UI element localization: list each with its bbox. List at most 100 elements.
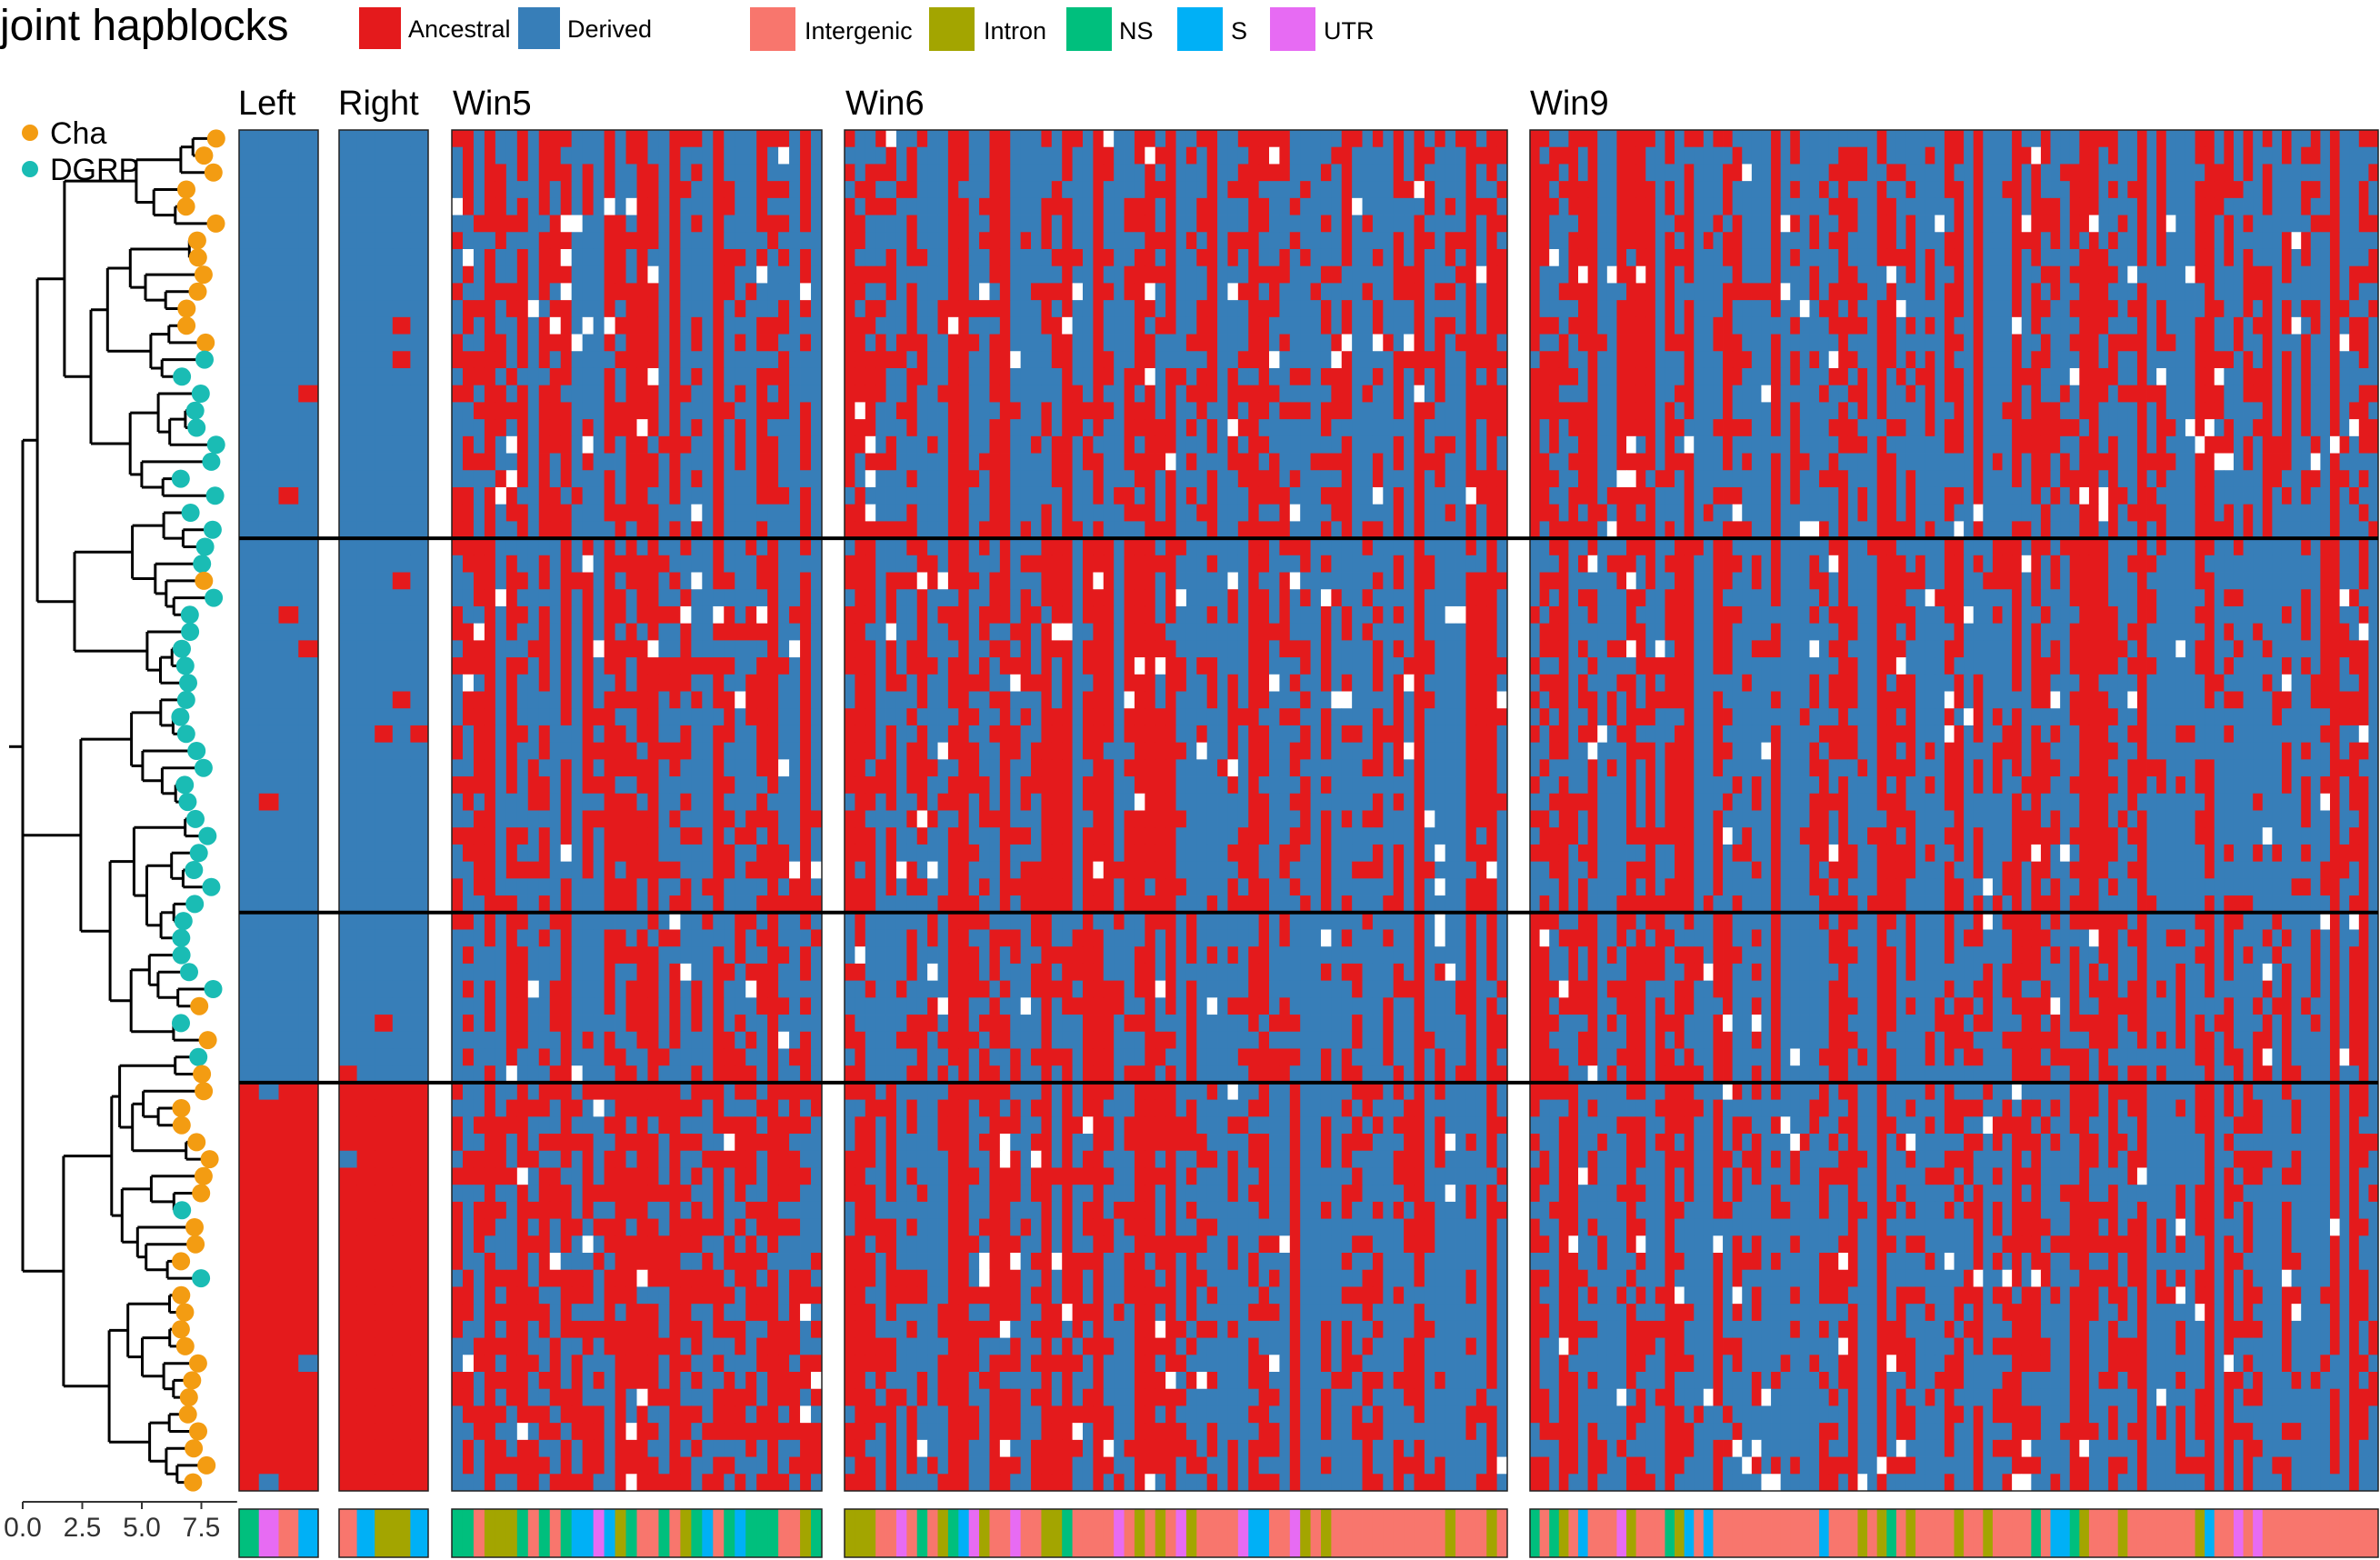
tree-tip — [171, 707, 190, 726]
heatmap-cell — [495, 1286, 507, 1305]
heatmap-cell — [800, 1167, 812, 1185]
heatmap-cell — [691, 164, 703, 182]
heatmap-cell — [505, 1269, 518, 1287]
heatmap-cell — [1496, 283, 1508, 301]
heatmap-cell — [1320, 316, 1332, 335]
heatmap-cell — [582, 1167, 595, 1185]
heatmap-cell — [691, 1167, 703, 1185]
heatmap-cell — [724, 265, 735, 284]
heatmap-cell — [615, 1116, 626, 1135]
heatmap-cell — [392, 265, 411, 284]
heatmap-cell — [615, 1286, 626, 1305]
heatmap-cell — [724, 674, 735, 692]
heatmap-cell — [778, 997, 790, 1015]
heatmap-cell — [658, 980, 670, 998]
heatmap-cell — [968, 181, 980, 199]
heatmap-cell — [560, 1423, 573, 1441]
heatmap-cell — [1310, 130, 1322, 148]
heatmap-cell — [452, 248, 464, 267]
heatmap-cell — [516, 385, 529, 403]
heatmap-cell — [724, 605, 735, 625]
heatmap-cell — [1103, 130, 1115, 148]
heatmap-cell — [1155, 164, 1166, 182]
heatmap-cell — [789, 1218, 801, 1236]
heatmap-cell — [968, 164, 980, 182]
heatmap-cell — [811, 1065, 823, 1084]
heatmap-cell — [549, 589, 562, 607]
heatmap-cell — [1435, 181, 1446, 199]
heatmap-cell — [647, 844, 659, 863]
heatmap-cell — [1383, 385, 1395, 403]
heatmap-cell — [865, 215, 876, 233]
heatmap-cell — [571, 1167, 584, 1185]
heatmap-cell — [495, 980, 507, 998]
heatmap-cell — [1414, 164, 1425, 182]
heatmap-cell — [745, 946, 757, 965]
heatmap-cell — [452, 640, 464, 658]
heatmap-cell — [571, 555, 584, 573]
heatmap-cell — [392, 1320, 411, 1338]
heatmap-cell — [593, 1456, 605, 1475]
heatmap-cell — [767, 1439, 779, 1457]
heatmap-cell — [1134, 283, 1145, 301]
tree-tip — [194, 1166, 213, 1185]
heatmap-cell — [658, 1304, 670, 1322]
heatmap-cell — [756, 1304, 768, 1322]
heatmap-cell — [855, 385, 866, 403]
heatmap-cell — [593, 1372, 605, 1390]
heatmap-cell — [756, 1185, 768, 1203]
heatmap-cell — [1455, 300, 1466, 318]
heatmap-cell — [947, 402, 959, 420]
heatmap-cell — [239, 1474, 260, 1492]
tree-tip — [205, 486, 225, 505]
heatmap-cell — [1145, 283, 1156, 301]
heatmap-cell — [560, 215, 573, 233]
heatmap-cell — [452, 1253, 464, 1271]
heatmap-cell — [410, 708, 429, 726]
heatmap-cell — [1455, 215, 1466, 233]
heatmap-cell — [538, 435, 551, 454]
heatmap-cell — [410, 674, 429, 692]
heatmap-cell — [484, 1099, 496, 1117]
heatmap-cell — [1020, 181, 1032, 199]
heatmap-cell — [691, 895, 703, 914]
heatmap-cell — [767, 1405, 779, 1424]
heatmap-cell — [636, 351, 648, 369]
heatmap-cell — [724, 1456, 735, 1475]
heatmap-cell — [516, 1355, 529, 1373]
heatmap-cell — [593, 1388, 605, 1406]
heatmap-cell — [1041, 248, 1053, 267]
heatmap-cell — [452, 1048, 464, 1066]
heatmap-cell — [713, 827, 725, 845]
heatmap-cell — [625, 1474, 637, 1492]
heatmap-cell — [505, 232, 518, 250]
heatmap-cell — [845, 197, 855, 215]
heatmap-cell — [1310, 197, 1322, 215]
heatmap-cell — [724, 708, 735, 726]
heatmap-cell — [473, 1116, 485, 1135]
heatmap-cell — [1269, 435, 1280, 454]
heatmap-cell — [1404, 232, 1415, 250]
heatmap-cell — [560, 1201, 573, 1219]
heatmap-cell — [452, 1304, 464, 1322]
heatmap-cell — [473, 504, 485, 522]
heatmap-cell — [745, 708, 757, 726]
heatmap-cell — [778, 1355, 790, 1373]
heatmap-cell — [473, 1337, 485, 1355]
heatmap-cell — [1155, 300, 1166, 318]
heatmap-cell — [258, 640, 279, 658]
heatmap-cell — [1114, 265, 1125, 284]
heatmap-cell — [680, 1253, 692, 1271]
heatmap-cell — [811, 878, 823, 896]
heatmap-cell — [1145, 146, 1156, 165]
heatmap-cell — [1372, 146, 1384, 165]
heatmap-cell — [356, 1065, 375, 1084]
heatmap-cell — [582, 1337, 595, 1355]
heatmap-cell — [452, 146, 464, 165]
heatmap-cell — [691, 1253, 703, 1271]
heatmap-cell — [745, 878, 757, 896]
heatmap-cell — [1404, 130, 1415, 148]
heatmap-cell — [767, 351, 779, 369]
heatmap-cell — [484, 1474, 496, 1492]
heatmap-cell — [989, 419, 1001, 437]
